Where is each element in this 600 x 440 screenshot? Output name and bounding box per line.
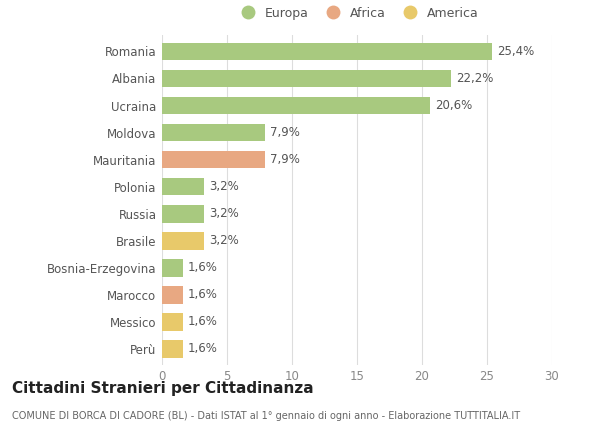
Bar [162, 43, 492, 60]
Bar [162, 232, 203, 249]
Bar [162, 70, 451, 87]
Text: 3,2%: 3,2% [209, 234, 239, 247]
Text: COMUNE DI BORCA DI CADORE (BL) - Dati ISTAT al 1° gennaio di ogni anno - Elabora: COMUNE DI BORCA DI CADORE (BL) - Dati IS… [12, 411, 520, 422]
Bar [162, 205, 203, 223]
Text: 1,6%: 1,6% [188, 288, 218, 301]
Bar [162, 97, 430, 114]
Bar [162, 178, 203, 195]
Legend: Europa, Africa, America: Europa, Africa, America [230, 2, 484, 25]
Text: 1,6%: 1,6% [188, 342, 218, 356]
Text: 3,2%: 3,2% [209, 207, 239, 220]
Text: 3,2%: 3,2% [209, 180, 239, 193]
Bar [162, 340, 183, 358]
Text: 7,9%: 7,9% [270, 153, 300, 166]
Text: 1,6%: 1,6% [188, 261, 218, 274]
Bar [162, 124, 265, 141]
Bar [162, 259, 183, 277]
Bar [162, 286, 183, 304]
Bar [162, 151, 265, 169]
Text: 20,6%: 20,6% [435, 99, 472, 112]
Text: Cittadini Stranieri per Cittadinanza: Cittadini Stranieri per Cittadinanza [12, 381, 314, 396]
Text: 25,4%: 25,4% [497, 45, 535, 58]
Bar [162, 313, 183, 331]
Text: 1,6%: 1,6% [188, 315, 218, 328]
Text: 22,2%: 22,2% [456, 72, 493, 85]
Text: 7,9%: 7,9% [270, 126, 300, 139]
